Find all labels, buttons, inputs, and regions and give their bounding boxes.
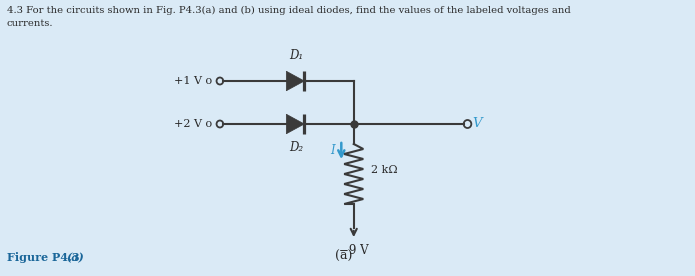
Text: (a): (a) xyxy=(336,250,353,263)
Text: D₂: D₂ xyxy=(289,141,304,154)
Polygon shape xyxy=(286,71,304,91)
Polygon shape xyxy=(286,114,304,134)
Text: currents.: currents. xyxy=(7,19,54,28)
Text: V: V xyxy=(473,118,482,131)
Text: 2 kΩ: 2 kΩ xyxy=(371,165,398,175)
Text: +2 V o: +2 V o xyxy=(174,119,212,129)
Text: −9 V: −9 V xyxy=(339,244,368,257)
Text: (a): (a) xyxy=(66,252,83,263)
Text: D₁: D₁ xyxy=(289,49,304,62)
Text: +1 V o: +1 V o xyxy=(174,76,212,86)
Text: 4.3 For the circuits shown in Fig. P4.3(a) and (b) using ideal diodes, find the : 4.3 For the circuits shown in Fig. P4.3(… xyxy=(7,6,571,15)
Text: Figure P4.3: Figure P4.3 xyxy=(7,252,79,263)
Text: I: I xyxy=(330,145,334,158)
